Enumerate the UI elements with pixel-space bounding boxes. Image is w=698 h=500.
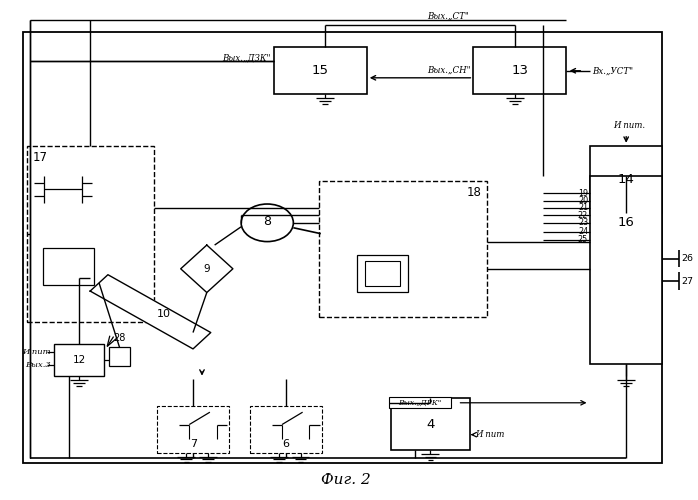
Text: 23: 23 bbox=[578, 218, 588, 228]
Text: 16: 16 bbox=[618, 216, 634, 230]
Bar bbox=[365, 261, 400, 286]
Text: Вх.„УСТ": Вх.„УСТ" bbox=[592, 66, 633, 76]
Text: 14: 14 bbox=[618, 173, 634, 186]
Text: 28: 28 bbox=[113, 334, 126, 344]
Bar bbox=[24, 32, 662, 463]
Text: 18: 18 bbox=[467, 186, 482, 198]
Text: Вых.„СТ": Вых.„СТ" bbox=[427, 12, 469, 21]
Bar bbox=[157, 406, 230, 452]
Text: 19: 19 bbox=[578, 188, 588, 198]
Bar bbox=[590, 176, 662, 364]
Text: 21: 21 bbox=[578, 204, 588, 212]
Bar bbox=[43, 248, 94, 284]
Bar bbox=[250, 406, 322, 452]
Text: 22: 22 bbox=[578, 211, 588, 220]
Text: 4: 4 bbox=[426, 418, 435, 431]
Text: И пит: И пит bbox=[22, 348, 51, 356]
Text: И пит: И пит bbox=[475, 430, 505, 439]
Text: 13: 13 bbox=[511, 64, 528, 78]
Text: 6: 6 bbox=[283, 439, 290, 449]
Text: Вых.„СН": Вых.„СН" bbox=[427, 66, 470, 75]
Bar bbox=[110, 348, 130, 366]
Text: 25: 25 bbox=[578, 235, 588, 244]
Bar bbox=[319, 181, 487, 317]
Bar bbox=[27, 146, 154, 322]
Text: 26: 26 bbox=[681, 254, 694, 263]
Text: Вых.„ДЗК": Вых.„ДЗК" bbox=[222, 53, 271, 62]
Bar bbox=[54, 344, 104, 376]
Bar bbox=[391, 398, 470, 450]
Text: 10: 10 bbox=[157, 310, 171, 320]
Text: 9: 9 bbox=[204, 264, 210, 274]
Text: Вых.3: Вых.3 bbox=[25, 361, 51, 369]
Text: 7: 7 bbox=[190, 439, 197, 449]
Text: 20: 20 bbox=[578, 196, 588, 205]
Text: 15: 15 bbox=[312, 64, 329, 78]
Text: 12: 12 bbox=[73, 355, 86, 365]
Bar bbox=[473, 48, 566, 94]
Text: Фиг. 2: Фиг. 2 bbox=[321, 473, 371, 487]
Bar bbox=[274, 48, 367, 94]
Bar bbox=[389, 398, 451, 408]
Bar bbox=[590, 146, 662, 213]
Text: Вых.„ДРК": Вых.„ДРК" bbox=[398, 399, 441, 407]
Polygon shape bbox=[181, 245, 233, 292]
Polygon shape bbox=[90, 274, 211, 349]
Text: 24: 24 bbox=[578, 227, 588, 236]
Text: 27: 27 bbox=[681, 276, 694, 285]
Text: И пит.: И пит. bbox=[614, 122, 646, 130]
Text: 8: 8 bbox=[263, 215, 272, 228]
Text: 17: 17 bbox=[32, 151, 47, 164]
Bar bbox=[357, 255, 408, 292]
